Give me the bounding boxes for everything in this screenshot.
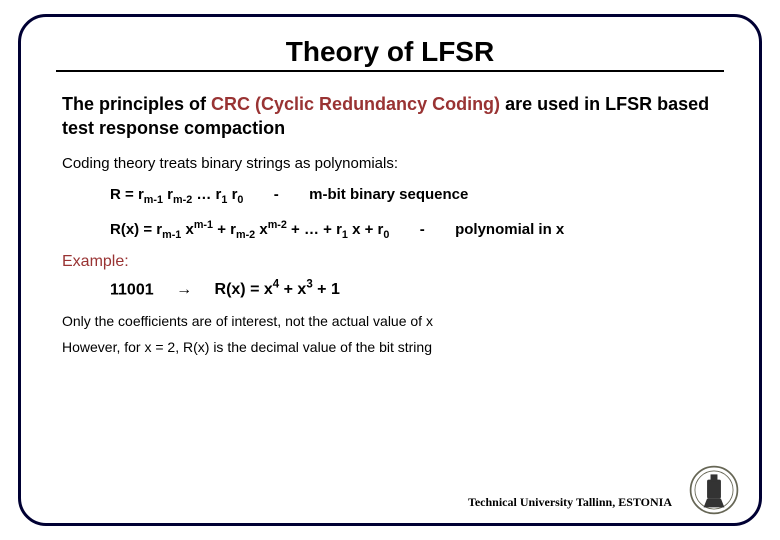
- r-sep: -: [274, 184, 279, 205]
- arrow-icon: →: [176, 281, 192, 299]
- rx-desc: polynomial in x: [455, 221, 564, 238]
- example-value: 11001: [110, 281, 154, 298]
- example-label: Example:: [62, 253, 718, 271]
- rx-definition: R(x) = rm-1 xm-1 + rm-2 xm-2 + … + r1 x …: [62, 218, 718, 243]
- rx-lhs: R(x) =: [110, 221, 156, 238]
- intro-prefix: The principles of: [62, 94, 211, 114]
- rx-sep: -: [420, 219, 425, 240]
- intro-paragraph: The principles of CRC (Cyclic Redundancy…: [62, 92, 718, 141]
- r-definition: R = rm-1 rm-2 … r1 r0 - m-bit binary seq…: [62, 184, 718, 208]
- example-row: 11001 → R(x) = x4 + x3 + 1: [62, 279, 718, 299]
- r-lhs: R =: [110, 186, 138, 203]
- slide-title: Theory of LFSR: [30, 36, 750, 68]
- note-2: However, for x = 2, R(x) is the decimal …: [62, 339, 718, 355]
- university-logo-icon: [688, 464, 740, 516]
- example-result: R(x) = x4 + x3 + 1: [215, 281, 340, 298]
- body: The principles of CRC (Cyclic Redundancy…: [30, 72, 750, 355]
- slide-content: Theory of LFSR The principles of CRC (Cy…: [30, 22, 750, 518]
- rx-expr: rm-1 xm-1 + rm-2 xm-2 + … + r1 x + r0: [156, 221, 389, 238]
- footer-text: Technical University Tallinn, ESTONIA: [468, 495, 672, 510]
- intro-accent: CRC (Cyclic Redundancy Coding): [211, 94, 500, 114]
- note-1: Only the coefficients are of interest, n…: [62, 313, 718, 329]
- r-desc: m-bit binary sequence: [309, 186, 468, 203]
- r-terms: rm-1 rm-2 … r1 r0: [138, 186, 244, 203]
- coding-theory-line: Coding theory treats binary strings as p…: [62, 153, 718, 174]
